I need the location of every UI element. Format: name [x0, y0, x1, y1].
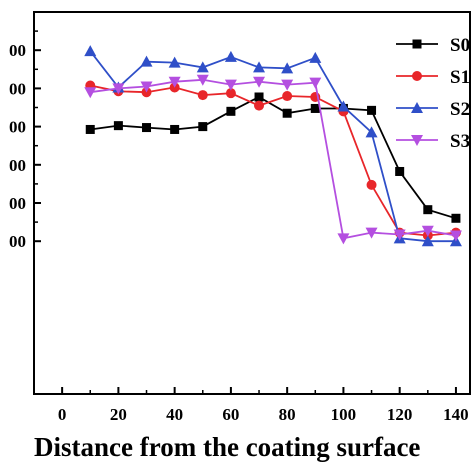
series-s3-point	[168, 76, 181, 88]
x-tick-label: 20	[110, 405, 127, 424]
series-s0-point	[367, 105, 377, 115]
legend-s1-marker	[412, 71, 422, 81]
series-s2-point	[140, 55, 153, 67]
series-s3-point	[224, 79, 237, 91]
series-s2-point	[421, 235, 434, 247]
series-s2-point	[337, 100, 350, 112]
series-s1-point	[366, 179, 377, 190]
series-s2-line	[89, 50, 456, 243]
plot-area: 0 20 40 60 80 100 120 140 00 00 00 00 00 00	[9, 11, 471, 424]
series-s2-point	[281, 62, 294, 74]
legend-s2-marker	[411, 102, 423, 113]
series-s3-point	[337, 233, 350, 245]
series-s0-point	[423, 205, 433, 215]
series-s2-point	[84, 45, 97, 57]
series-s3-point	[196, 74, 209, 86]
series-s3-point	[449, 230, 462, 242]
y-tick-label: 00	[9, 41, 26, 60]
series-s0-point	[395, 166, 405, 176]
series-s3-line	[90, 78, 457, 240]
series-s0-line	[90, 95, 457, 220]
series-s0-point	[170, 124, 180, 134]
series-s2-point	[365, 126, 378, 138]
series-s2-point	[253, 61, 266, 73]
x-tick-label: 140	[443, 405, 469, 424]
series-s0-point	[198, 122, 208, 132]
y-tick-label: 00	[9, 118, 26, 137]
plot-frame	[33, 11, 471, 395]
series-s2-point	[309, 51, 322, 63]
y-tick-label: 00	[9, 156, 26, 175]
legend: S0 S1 S2 S3	[396, 35, 470, 152]
series-s0-point	[142, 123, 152, 133]
series-s0-point	[254, 92, 264, 102]
legend-s0-label: S0	[450, 35, 470, 56]
series-s1-point	[282, 91, 293, 102]
series-s0-point	[113, 121, 123, 131]
x-tick-label: 60	[222, 405, 239, 424]
y-tick-label: 00	[9, 79, 26, 98]
legend-s1-label: S1	[450, 67, 470, 88]
series-s3-point	[365, 227, 378, 239]
series-s0-point	[282, 108, 292, 118]
series-s3-point	[112, 83, 125, 95]
x-tick-label: 0	[58, 405, 67, 424]
series-s3-point	[393, 229, 406, 241]
series-s3-point	[281, 79, 294, 91]
series-layer	[84, 45, 462, 247]
series-s3-point	[421, 225, 434, 237]
series-s3-point	[253, 76, 266, 88]
series-s1-point	[254, 100, 265, 111]
series-s3-point	[309, 77, 322, 89]
series-s3-point	[84, 87, 97, 99]
legend-s2-label: S2	[450, 99, 470, 120]
series-s1-point	[197, 90, 208, 101]
series-s0-point	[451, 213, 461, 223]
series-s1-point	[225, 88, 236, 99]
y-tick-label: 00	[9, 194, 26, 213]
series-s2-point	[168, 56, 181, 68]
series-s2-point	[196, 61, 209, 73]
legend-s3-label: S3	[450, 131, 470, 152]
series-s0-point	[226, 106, 236, 116]
x-tick-label: 40	[166, 405, 183, 424]
x-tick-label: 120	[387, 405, 413, 424]
legend-s3-marker	[411, 135, 423, 146]
series-s0-point	[310, 103, 320, 113]
series-s2-point	[224, 50, 237, 62]
series-s0-point	[85, 124, 95, 134]
x-tick-label: 80	[279, 405, 296, 424]
legend-s0-marker	[412, 39, 422, 49]
x-axis-title: Distance from the coating surface	[34, 432, 420, 462]
series-s3-point	[140, 81, 153, 93]
y-tick-label: 00	[9, 232, 26, 251]
x-tick-label: 100	[331, 405, 357, 424]
